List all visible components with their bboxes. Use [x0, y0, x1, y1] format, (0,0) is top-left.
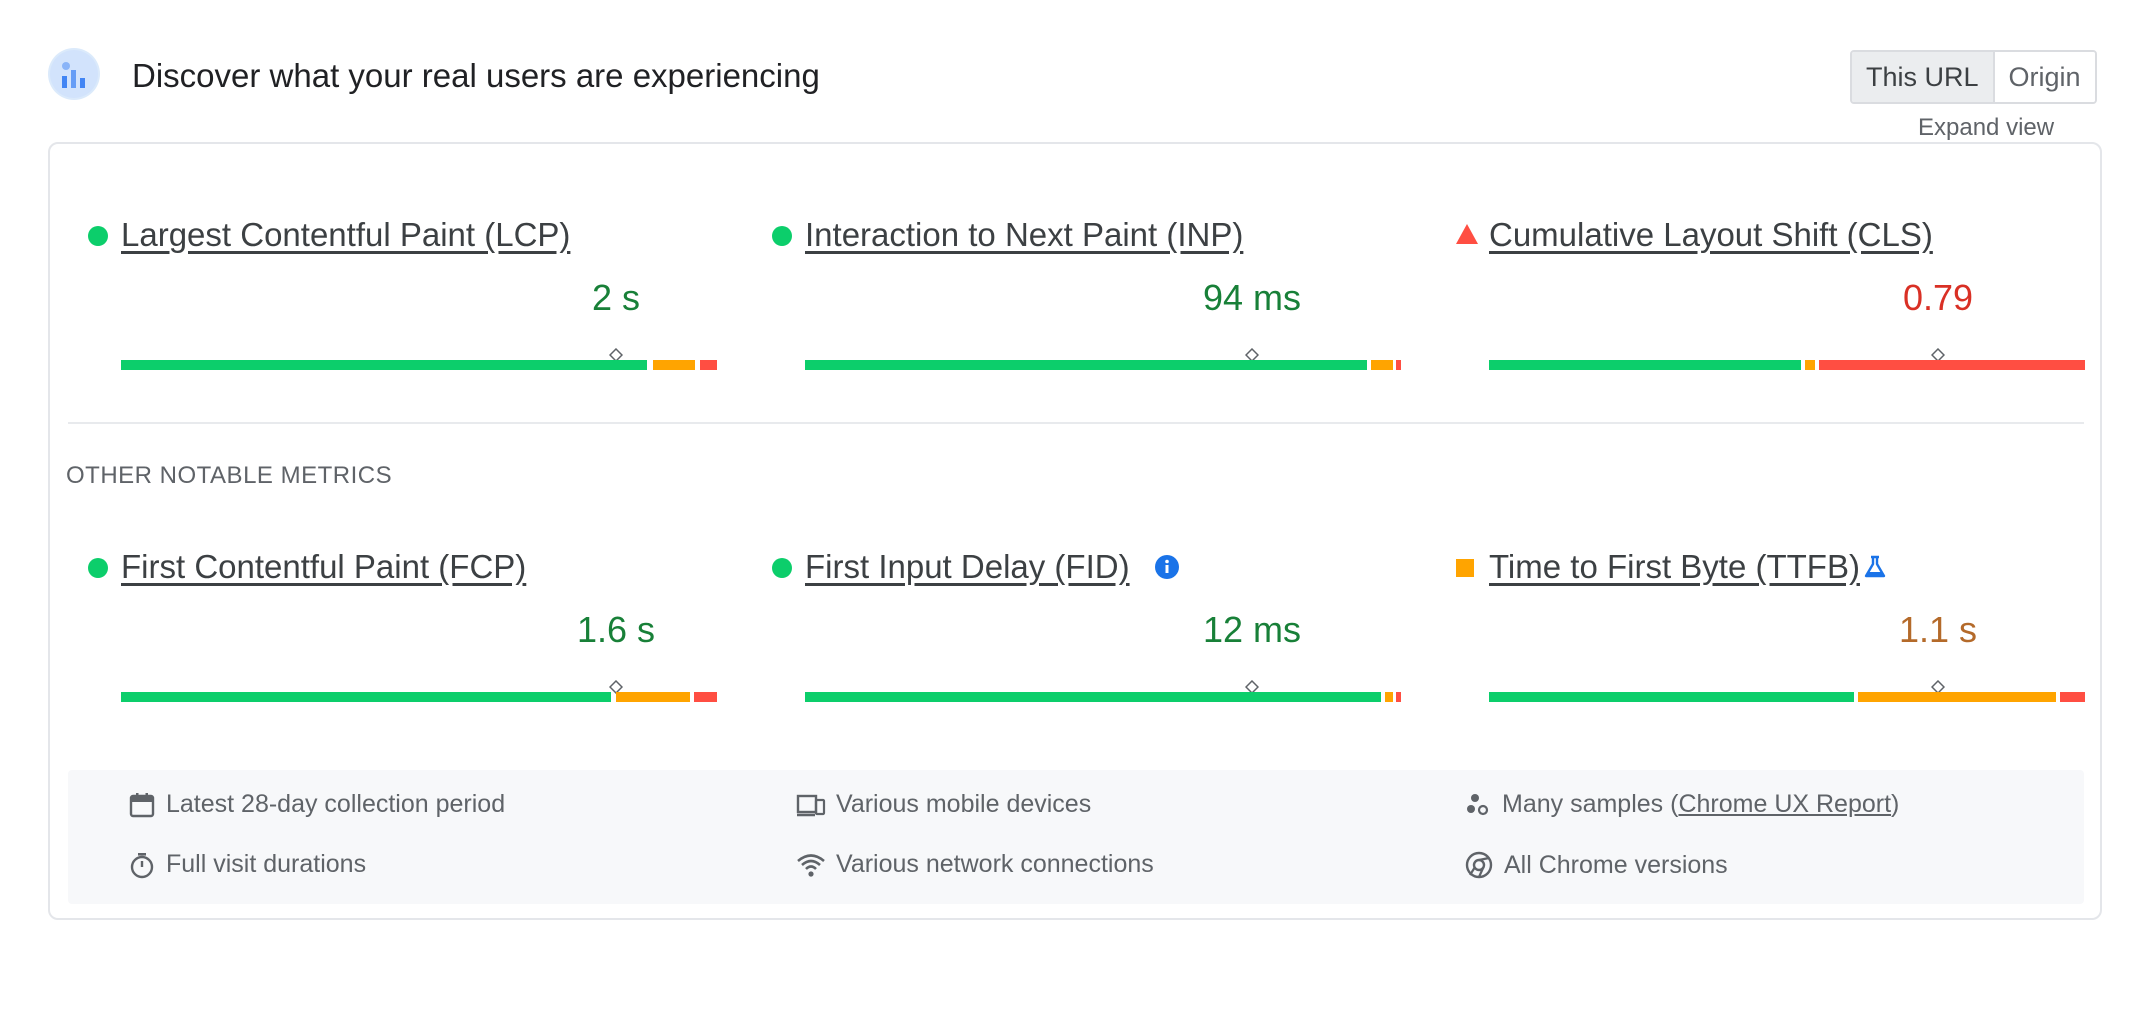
good-segment — [121, 692, 611, 702]
metric-name[interactable]: Time to First Byte (TTFB) — [1489, 548, 1860, 585]
chrome-versions-item: All Chrome versions — [1464, 850, 1728, 880]
good-segment — [1489, 360, 1801, 370]
url-origin-toggle: This URL Origin — [1850, 50, 2097, 104]
metric-inp: Interaction to Next Paint (INP) 94 ms — [772, 210, 1401, 370]
header: Discover what your real users are experi… — [48, 48, 2108, 108]
needs-improvement-segment — [1805, 360, 1815, 370]
samples-prefix: Many samples ( — [1502, 790, 1679, 818]
page-title: Discover what your real users are experi… — [132, 57, 820, 94]
wifi-icon — [797, 853, 825, 877]
good-segment — [805, 692, 1381, 702]
poor-segment — [700, 360, 717, 370]
distribution-bar — [805, 692, 1401, 702]
metric-value: 1.1 s — [1898, 609, 1978, 650]
metric-value: 2 s — [591, 277, 641, 318]
metric-name[interactable]: Interaction to Next Paint (INP) — [805, 216, 1244, 253]
metric-lcp: Largest Contentful Paint (LCP) 2 s — [88, 210, 717, 370]
network-item: Various network connections — [796, 850, 1154, 879]
visit-durations-text: Full visit durations — [166, 850, 367, 878]
samples-suffix: ) — [1891, 790, 1900, 818]
red-triangle-icon — [1456, 224, 1478, 244]
this-url-button[interactable]: This URL — [1852, 52, 1995, 102]
needs-improvement-segment — [1385, 692, 1393, 702]
metric-name[interactable]: First Contentful Paint (FCP) — [121, 548, 527, 585]
metric-value: 1.6 s — [576, 609, 656, 650]
chrome-versions-text: All Chrome versions — [1504, 850, 1728, 879]
devices-icon — [796, 794, 826, 816]
devices-item: Various mobile devices — [796, 790, 1091, 819]
distribution-bar — [805, 360, 1401, 370]
metric-value: 0.79 — [1902, 277, 1974, 318]
visit-durations-item: Full visit durations — [128, 850, 366, 879]
needs-improvement-segment — [1858, 692, 2056, 702]
divider — [68, 422, 2084, 424]
needs-improvement-segment — [616, 692, 690, 702]
poor-segment — [1396, 692, 1401, 702]
chrome-icon — [1465, 851, 1493, 879]
orange-square-icon — [1456, 559, 1474, 577]
collection-period-item: Latest 28-day collection period — [128, 790, 505, 819]
crux-logo-icon — [48, 48, 100, 100]
metric-name[interactable]: First Input Delay (FID) — [805, 548, 1130, 585]
chrome-ux-report-link[interactable]: Chrome UX Report — [1678, 790, 1892, 818]
metric-value: 12 ms — [1202, 609, 1302, 650]
green-dot-icon — [772, 558, 792, 578]
metric-ttfb: Time to First Byte (TTFB) 1.1 s — [1456, 542, 2085, 702]
field-data-card: Largest Contentful Paint (LCP) 2 s Inter… — [48, 142, 2102, 920]
samples-item: Many samples ( Chrome UX Report ) — [1464, 790, 1899, 819]
expand-view-link[interactable]: Expand view — [1918, 114, 2055, 141]
distribution-bar — [1489, 360, 2085, 370]
network-text: Various network connections — [836, 850, 1154, 878]
green-dot-icon — [88, 226, 108, 246]
metric-cls: Cumulative Layout Shift (CLS) 0.79 — [1456, 210, 2085, 370]
collection-period-text: Latest 28-day collection period — [166, 790, 506, 818]
needs-improvement-segment — [1371, 360, 1393, 370]
origin-button[interactable]: Origin — [1994, 52, 2095, 102]
green-dot-icon — [88, 558, 108, 578]
needs-improvement-segment — [653, 360, 695, 370]
poor-segment — [1396, 360, 1401, 370]
distribution-bar — [121, 692, 717, 702]
poor-segment — [1819, 360, 2085, 370]
good-segment — [121, 360, 647, 370]
poor-segment — [2060, 692, 2085, 702]
good-segment — [1489, 692, 1854, 702]
metric-fid: First Input Delay (FID) 12 ms — [772, 542, 1401, 702]
poor-segment — [694, 692, 717, 702]
samples-icon — [1467, 793, 1489, 815]
devices-text: Various mobile devices — [836, 790, 1092, 818]
good-segment — [805, 360, 1367, 370]
collection-info-panel: Latest 28-day collection period Full vis… — [68, 770, 2084, 904]
other-metrics-label: OTHER NOTABLE METRICS — [66, 462, 393, 489]
distribution-bar — [1489, 692, 2085, 702]
flask-icon[interactable] — [1862, 554, 1888, 580]
calendar-icon — [129, 792, 155, 817]
stopwatch-icon — [130, 852, 154, 878]
metric-name[interactable]: Largest Contentful Paint (LCP) — [121, 216, 571, 253]
metric-fcp: First Contentful Paint (FCP) 1.6 s — [88, 542, 717, 702]
green-dot-icon — [772, 226, 792, 246]
distribution-bar — [121, 360, 717, 370]
info-icon[interactable] — [1154, 554, 1180, 580]
metric-value: 94 ms — [1202, 277, 1302, 318]
metric-name[interactable]: Cumulative Layout Shift (CLS) — [1489, 216, 1933, 253]
